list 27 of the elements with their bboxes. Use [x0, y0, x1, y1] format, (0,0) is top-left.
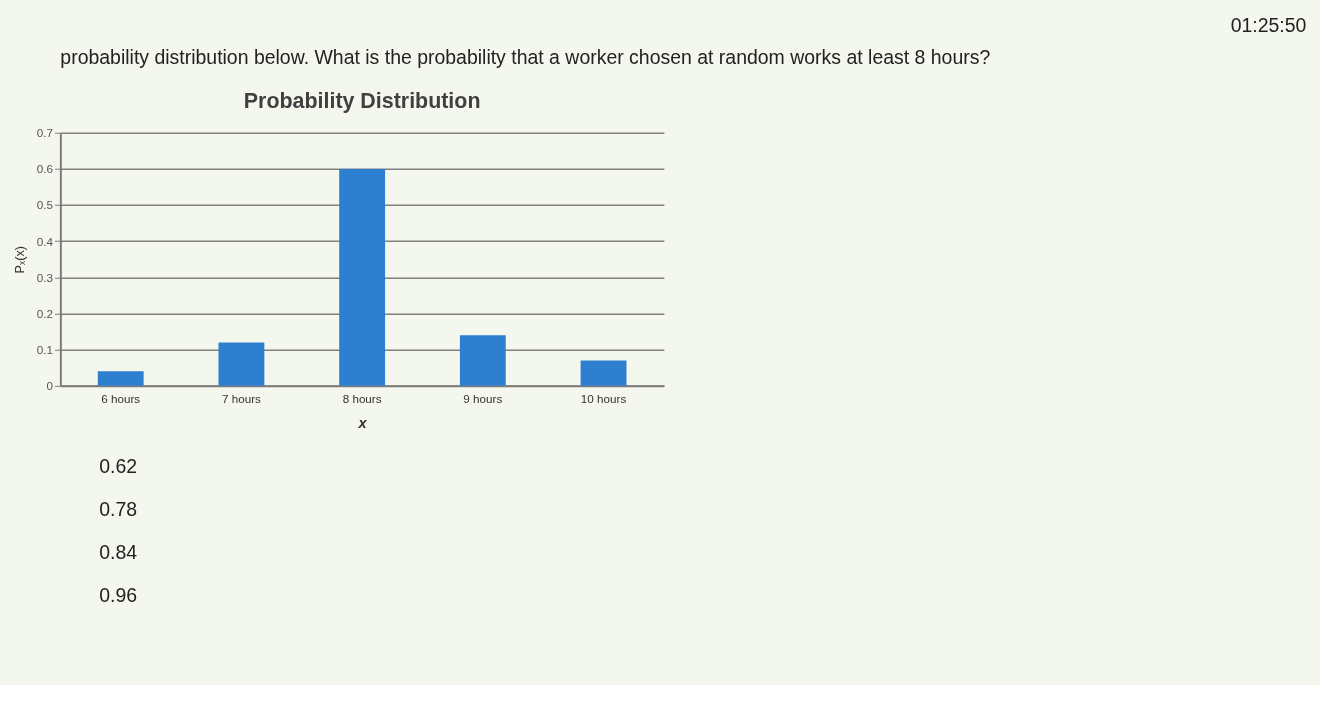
- y-tick-label: 0: [46, 379, 54, 393]
- text: probability distribution below. What is the probability that a worker chosen at random works at least 8 hours?: [60, 45, 991, 68]
- text: 0.78: [99, 498, 138, 521]
- text: 01:25:50: [1230, 14, 1307, 37]
- y-tick-label: 0.5: [36, 198, 54, 212]
- text: 0.84: [99, 541, 138, 564]
- y-tick-label: 0.7: [36, 126, 54, 140]
- y-axis-title: Pₓ(x): [13, 246, 28, 274]
- bar: [580, 360, 627, 386]
- x-tick-label: 10 hours: [580, 391, 627, 405]
- text: 0.96: [99, 583, 138, 606]
- y-tick-label: 0.2: [36, 306, 54, 320]
- x-axis-title: x: [357, 415, 368, 432]
- text: 0.62: [99, 455, 138, 478]
- bar: [97, 371, 144, 386]
- y-tick-label: 0.1: [36, 343, 54, 357]
- x-tick-label: 7 hours: [221, 391, 262, 405]
- y-tick-label: 0.3: [36, 270, 54, 284]
- bar: [459, 335, 506, 386]
- bar: [218, 342, 265, 386]
- y-tick-label: 0.6: [36, 162, 54, 176]
- x-tick-label: 9 hours: [463, 391, 503, 405]
- x-tick-label: 6 hours: [101, 391, 141, 405]
- bar: [339, 168, 386, 386]
- chart-title: Probability Distribution: [243, 89, 481, 114]
- x-tick-label: 8 hours: [342, 391, 382, 405]
- y-tick-label: 0.4: [36, 234, 54, 248]
